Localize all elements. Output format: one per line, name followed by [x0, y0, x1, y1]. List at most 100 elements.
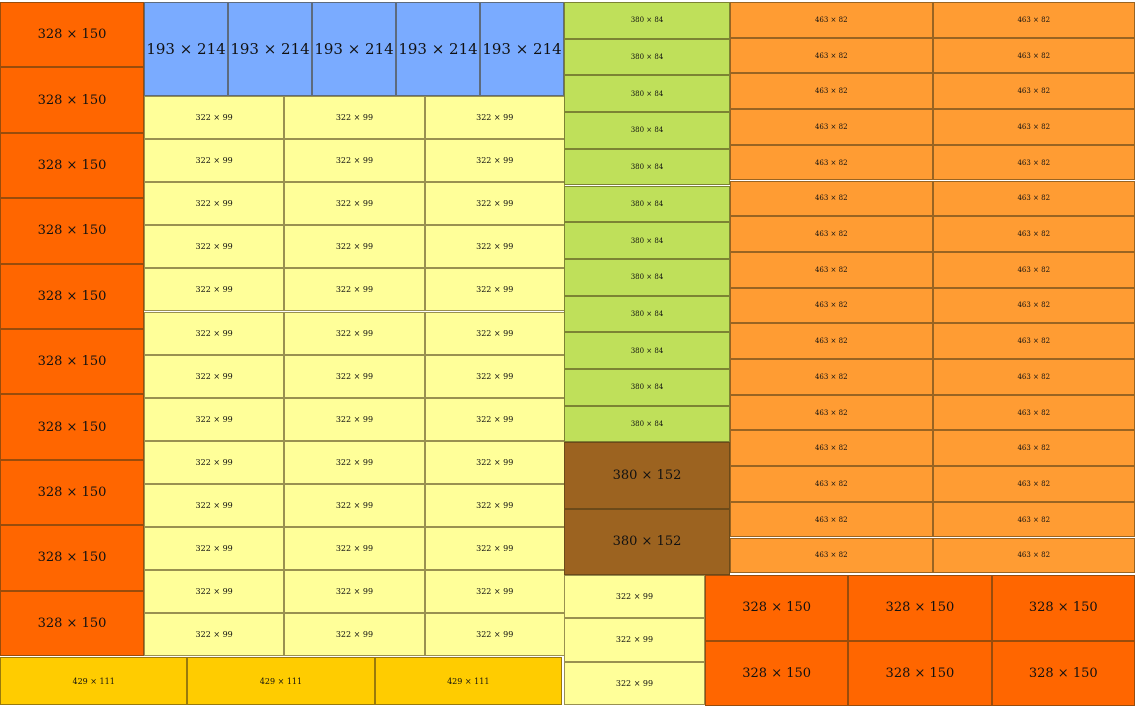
- rectangle-tile: 463 × 82: [933, 502, 1135, 538]
- rectangle-tile: 463 × 82: [730, 430, 933, 466]
- rectangle-tile: 322 × 99: [284, 355, 424, 398]
- tile-label: 322 × 99: [196, 242, 233, 251]
- tile-label: 322 × 99: [196, 544, 233, 553]
- tile-label: 322 × 99: [336, 415, 373, 424]
- tile-label: 193 × 214: [146, 40, 225, 58]
- tile-label: 328 × 150: [38, 223, 107, 238]
- rectangle-tile: 328 × 150: [0, 394, 144, 459]
- tile-label: 322 × 99: [336, 372, 373, 381]
- tile-label: 328 × 150: [38, 420, 107, 435]
- tile-label: 463 × 82: [815, 230, 848, 238]
- tile-label: 463 × 82: [1017, 230, 1050, 238]
- rectangle-tile: 322 × 99: [284, 613, 424, 656]
- rectangle-tile: 328 × 150: [0, 198, 144, 263]
- rectangle-tile: 322 × 99: [144, 398, 284, 441]
- rectangle-tile: 463 × 82: [730, 395, 933, 431]
- tile-label: 328 × 150: [38, 485, 107, 500]
- rectangle-tile: 463 × 82: [933, 252, 1135, 288]
- rectangle-tile: 322 × 99: [425, 96, 565, 139]
- rectangle-tile: 463 × 82: [730, 466, 933, 502]
- rectangle-tile: 328 × 150: [848, 641, 991, 706]
- rectangle-tile: 193 × 214: [228, 2, 312, 96]
- rectangle-tile: 463 × 82: [730, 109, 933, 145]
- tile-label: 328 × 150: [38, 616, 107, 631]
- rectangle-tile: 463 × 82: [933, 288, 1135, 324]
- rectangle-tile: 322 × 99: [284, 225, 424, 268]
- tile-label: 328 × 150: [38, 27, 107, 42]
- rectangle-tile: 463 × 82: [933, 181, 1135, 217]
- tile-label: 322 × 99: [336, 329, 373, 338]
- rectangle-tile: 380 × 152: [564, 442, 730, 509]
- tile-label: 322 × 99: [476, 113, 513, 122]
- rectangle-tile: 193 × 214: [396, 2, 480, 96]
- rectangle-tile: 193 × 214: [144, 2, 228, 96]
- tile-label: 322 × 99: [476, 372, 513, 381]
- tile-label: 328 × 150: [38, 289, 107, 304]
- rectangle-tile: 380 × 84: [564, 222, 730, 259]
- rectangle-tile: 328 × 150: [0, 329, 144, 394]
- tile-label: 380 × 84: [631, 383, 664, 391]
- tile-label: 463 × 82: [815, 87, 848, 95]
- tile-label: 322 × 99: [196, 630, 233, 639]
- rectangle-tile: 322 × 99: [284, 312, 424, 355]
- rectangle-tile: 322 × 99: [144, 441, 284, 484]
- tile-label: 328 × 150: [38, 354, 107, 369]
- tile-label: 380 × 84: [631, 420, 664, 428]
- tile-label: 380 × 84: [631, 347, 664, 355]
- tile-label: 322 × 99: [196, 329, 233, 338]
- tile-label: 463 × 82: [815, 301, 848, 309]
- tile-label: 322 × 99: [196, 587, 233, 596]
- tile-label: 380 × 152: [613, 468, 682, 483]
- tile-label: 380 × 84: [631, 16, 664, 24]
- rectangle-tile: 463 × 82: [933, 466, 1135, 502]
- tile-label: 463 × 82: [1017, 266, 1050, 274]
- rectangle-tile: 463 × 82: [933, 323, 1135, 359]
- rectangle-tile: 380 × 84: [564, 406, 730, 443]
- rectangle-tile: 463 × 82: [730, 216, 933, 252]
- rectangle-tile: 463 × 82: [933, 38, 1135, 74]
- tile-label: 322 × 99: [476, 199, 513, 208]
- rectangle-tile: 380 × 152: [564, 509, 730, 576]
- rectangle-tile: 322 × 99: [425, 484, 565, 527]
- rectangle-tile: 328 × 150: [705, 575, 848, 641]
- tile-label: 322 × 99: [336, 587, 373, 596]
- tile-label: 380 × 84: [631, 273, 664, 281]
- tile-label: 380 × 84: [631, 163, 664, 171]
- rectangle-tile: 322 × 99: [144, 570, 284, 613]
- rectangle-tile: 322 × 99: [425, 613, 565, 656]
- rectangle-tile: 322 × 99: [144, 182, 284, 225]
- tile-label: 322 × 99: [476, 458, 513, 467]
- tile-label: 322 × 99: [336, 113, 373, 122]
- tile-label: 193 × 214: [230, 40, 309, 58]
- rectangle-tile: 429 × 111: [375, 657, 562, 705]
- rectangle-tile: 322 × 99: [284, 484, 424, 527]
- tile-label: 380 × 84: [631, 310, 664, 318]
- tile-label: 429 × 111: [447, 677, 489, 686]
- rectangle-tile: 380 × 84: [564, 259, 730, 296]
- rectangle-tile: 322 × 99: [144, 355, 284, 398]
- rectangle-tile: 380 × 84: [564, 112, 730, 149]
- tile-label: 322 × 99: [336, 544, 373, 553]
- tile-label: 193 × 214: [314, 40, 393, 58]
- rectangle-tile: 463 × 82: [730, 538, 933, 574]
- tile-label: 463 × 82: [1017, 551, 1050, 559]
- tile-label: 463 × 82: [815, 337, 848, 345]
- rectangle-tile: 322 × 99: [284, 527, 424, 570]
- rectangle-tile: 322 × 99: [425, 355, 565, 398]
- tile-label: 463 × 82: [815, 516, 848, 524]
- tile-label: 322 × 99: [196, 458, 233, 467]
- rectangle-tile: 380 × 84: [564, 332, 730, 369]
- rectangle-tile: 322 × 99: [144, 527, 284, 570]
- tile-label: 322 × 99: [336, 630, 373, 639]
- tile-label: 328 × 150: [38, 550, 107, 565]
- rectangle-tile: 328 × 150: [0, 133, 144, 198]
- rectangle-tile: 463 × 82: [730, 181, 933, 217]
- tile-label: 328 × 150: [1029, 666, 1098, 681]
- rectangle-tile: 463 × 82: [933, 145, 1135, 181]
- tile-label: 463 × 82: [815, 444, 848, 452]
- rectangle-tile: 322 × 99: [284, 96, 424, 139]
- tile-label: 463 × 82: [1017, 301, 1050, 309]
- tile-label: 322 × 99: [196, 199, 233, 208]
- tile-label: 322 × 99: [616, 635, 653, 644]
